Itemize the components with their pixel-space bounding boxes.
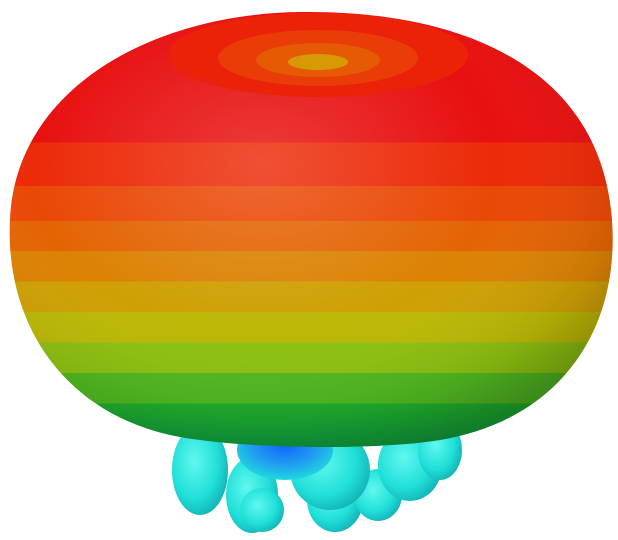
lobe: [240, 488, 284, 532]
contour: [288, 54, 348, 70]
main-lobe-shading: [9, 11, 613, 447]
lobe: [172, 425, 228, 515]
top-contours: [168, 13, 468, 97]
